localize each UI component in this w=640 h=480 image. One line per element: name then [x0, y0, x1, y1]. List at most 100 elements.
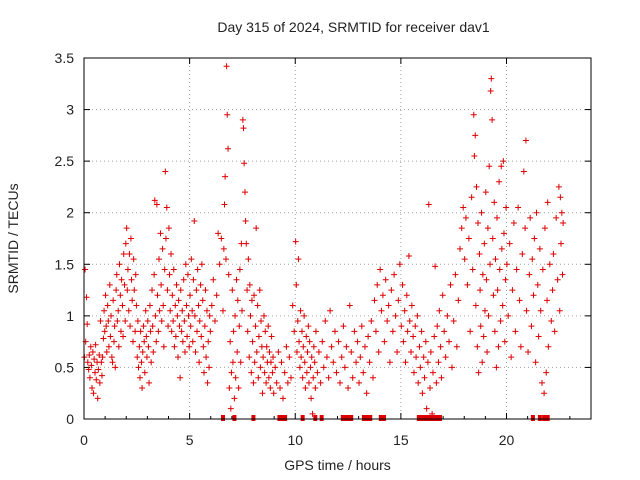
- data-point: [182, 261, 189, 268]
- data-point: [490, 292, 497, 299]
- data-point: [251, 292, 258, 299]
- data-point: [437, 343, 444, 350]
- data-point: [110, 297, 117, 304]
- data-point: [257, 364, 264, 371]
- data-point: [305, 323, 312, 330]
- grid-lines: [84, 58, 591, 419]
- data-point: [146, 379, 153, 386]
- data-point: [512, 328, 519, 335]
- data-point: [529, 256, 536, 263]
- data-point: [435, 359, 442, 366]
- data-point: [173, 281, 180, 288]
- data-point: [360, 369, 367, 376]
- data-point: [113, 271, 120, 278]
- data-point: [111, 323, 118, 330]
- data-point: [104, 302, 111, 309]
- data-point: [91, 356, 98, 363]
- data-point: [92, 341, 99, 348]
- data-point: [488, 75, 495, 82]
- data-point: [135, 364, 142, 371]
- data-point: [118, 276, 125, 283]
- data-point: [229, 359, 236, 366]
- data-point: [322, 318, 329, 325]
- data-point: [536, 245, 543, 252]
- data-point: [429, 369, 436, 376]
- data-point: [296, 364, 303, 371]
- data-point: [241, 189, 248, 196]
- data-point: [554, 276, 561, 283]
- data-point: [357, 354, 364, 361]
- data-point: [136, 343, 143, 350]
- data-point: [125, 307, 132, 314]
- data-point: [405, 253, 412, 260]
- data-point: [403, 292, 410, 299]
- data-point: [442, 354, 449, 361]
- data-point: [120, 333, 127, 340]
- data-point: [341, 364, 348, 371]
- data-point: [166, 271, 173, 278]
- data-point: [97, 318, 104, 325]
- data-point: [229, 287, 236, 294]
- data-point: [116, 261, 123, 268]
- data-point: [310, 343, 317, 350]
- data-point: [382, 276, 389, 283]
- data-point: [246, 354, 253, 361]
- data-point: [200, 343, 207, 350]
- data-point: [154, 292, 161, 299]
- data-point: [551, 328, 558, 335]
- data-point: [129, 297, 136, 304]
- y-axis-label: SRMTID / TECUs: [5, 183, 21, 293]
- data-point: [198, 261, 205, 268]
- data-point: [233, 276, 240, 283]
- data-point: [289, 302, 296, 309]
- data-point: [93, 376, 100, 383]
- data-point: [134, 354, 141, 361]
- data-point: [498, 163, 505, 170]
- data-point: [172, 302, 179, 309]
- data-point: [541, 225, 548, 232]
- data-point: [366, 359, 373, 366]
- y-tick-label: 2.5: [55, 153, 75, 169]
- data-point: [425, 201, 432, 208]
- data-point: [153, 201, 160, 208]
- data-point: [482, 189, 489, 196]
- data-point: [223, 63, 230, 70]
- data-point: [365, 333, 372, 340]
- data-point: [105, 318, 112, 325]
- data-point: [473, 183, 480, 190]
- data-point: [469, 266, 476, 273]
- data-point: [163, 204, 170, 211]
- data-point: [519, 250, 526, 257]
- data-point: [422, 338, 429, 345]
- data-point: [124, 266, 131, 273]
- data-point: [522, 137, 529, 144]
- data-point: [167, 307, 174, 314]
- data-point: [231, 395, 238, 402]
- data-point: [487, 261, 494, 268]
- data-point: [220, 307, 227, 314]
- data-point: [83, 294, 90, 301]
- data-point: [379, 292, 386, 299]
- data-point: [484, 348, 491, 355]
- data-point: [310, 374, 317, 381]
- data-point: [294, 318, 301, 325]
- data-point: [398, 323, 405, 330]
- data-point: [249, 338, 256, 345]
- data-point: [500, 230, 507, 237]
- data-point: [306, 338, 313, 345]
- data-point: [139, 385, 146, 392]
- data-point: [325, 374, 332, 381]
- data-point: [303, 369, 310, 376]
- data-point: [546, 261, 553, 268]
- data-point: [351, 328, 358, 335]
- data-point: [98, 372, 105, 379]
- data-point: [266, 348, 273, 355]
- data-point: [438, 374, 445, 381]
- data-point: [395, 297, 402, 304]
- data-point: [220, 245, 227, 252]
- data-point: [94, 395, 101, 402]
- data-point: [194, 266, 201, 273]
- y-tick-label: 0: [66, 411, 74, 427]
- data-point: [128, 276, 135, 283]
- data-point: [513, 266, 520, 273]
